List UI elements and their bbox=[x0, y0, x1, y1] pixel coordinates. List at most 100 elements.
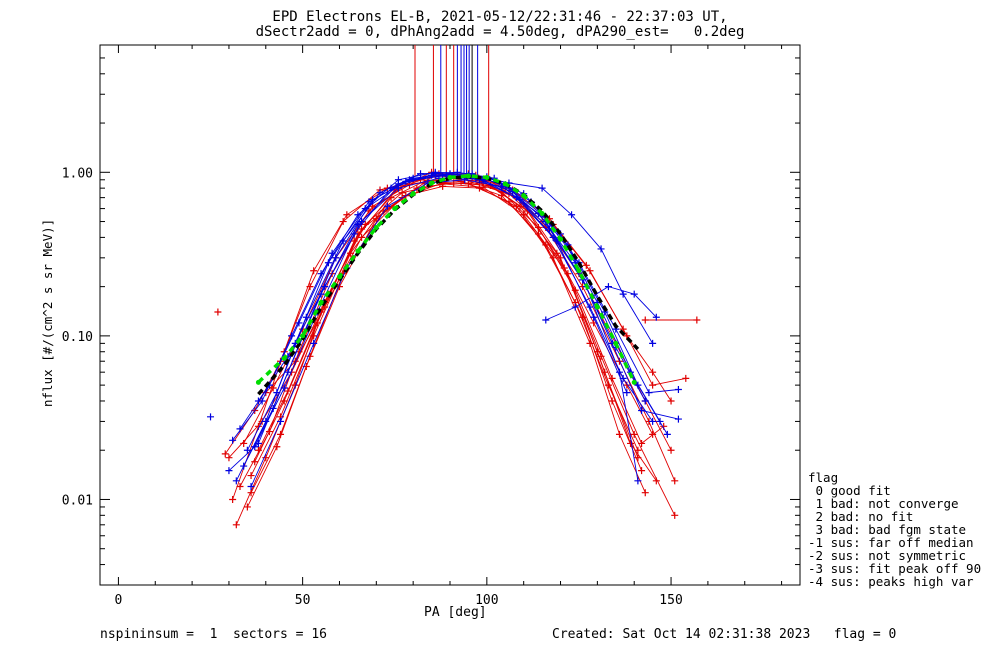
green-fit-point bbox=[281, 355, 287, 361]
red-series-point bbox=[214, 308, 222, 316]
red-series-point bbox=[630, 430, 638, 438]
red-series-point bbox=[269, 384, 277, 392]
red-series-point bbox=[361, 220, 369, 228]
red-series-point bbox=[641, 489, 649, 497]
red-series-point bbox=[693, 316, 701, 324]
blue-series-point bbox=[431, 170, 439, 178]
green-fit-point bbox=[539, 210, 545, 216]
blue-series-point bbox=[634, 381, 642, 389]
blue-series-point bbox=[387, 184, 395, 192]
blue-series-point bbox=[590, 313, 598, 321]
blue-series-point bbox=[619, 290, 627, 298]
legend-item-1: 1 bad: not converge bbox=[808, 496, 959, 511]
blue-series-point bbox=[417, 170, 425, 178]
red-series-point bbox=[306, 283, 314, 291]
blue-series-point bbox=[615, 368, 623, 376]
red-series-point bbox=[534, 223, 542, 231]
green-fit-point bbox=[373, 224, 379, 230]
blue-series-line bbox=[232, 171, 646, 441]
x-axis-label: PA [deg] bbox=[424, 605, 487, 620]
red-series-point bbox=[667, 446, 675, 454]
green-fit-point bbox=[594, 304, 600, 310]
red-series-point bbox=[627, 439, 635, 447]
blue-series-point bbox=[645, 389, 653, 397]
green-fit-point bbox=[410, 191, 416, 197]
red-series-point bbox=[571, 286, 579, 294]
red-series-point bbox=[247, 489, 255, 497]
blue-series-point bbox=[207, 413, 215, 421]
red-series-line bbox=[232, 180, 643, 500]
blue-series-point bbox=[295, 319, 303, 327]
blue-series-point bbox=[630, 290, 638, 298]
green-fit-point bbox=[484, 174, 490, 180]
red-series-point bbox=[641, 316, 649, 324]
green-fit-point bbox=[631, 379, 637, 385]
y-tick-label: 1.00 bbox=[62, 166, 93, 181]
blue-series-point bbox=[663, 430, 671, 438]
blue-series-point bbox=[328, 249, 336, 257]
green-fit-point bbox=[558, 236, 564, 242]
blue-series-point bbox=[247, 483, 255, 491]
legend-item-2: 2 bad: no fit bbox=[808, 509, 914, 524]
blue-series-point bbox=[229, 436, 237, 444]
green-fit-point bbox=[521, 193, 527, 199]
green-fit-point bbox=[576, 268, 582, 274]
blue-series-point bbox=[225, 467, 233, 475]
blue-series-point bbox=[542, 316, 550, 324]
red-series-point bbox=[516, 202, 524, 210]
red-series-point bbox=[232, 521, 240, 529]
red-series-point bbox=[284, 387, 292, 395]
red-series-point bbox=[608, 397, 616, 405]
red-series-point bbox=[243, 503, 251, 511]
blue-series-point bbox=[623, 389, 631, 397]
legend-item-6: -3 sus: fit peak off 90 bbox=[808, 561, 982, 576]
red-series-point bbox=[254, 446, 262, 454]
red-series-point bbox=[520, 211, 528, 219]
red-series-point bbox=[582, 261, 590, 269]
green-fit-point bbox=[502, 181, 508, 187]
green-fit-point bbox=[336, 274, 342, 280]
blue-series-point bbox=[652, 313, 660, 321]
green-fit-point bbox=[318, 299, 324, 305]
legend-item-4: -1 sus: far off median bbox=[808, 535, 974, 550]
blue-series-point bbox=[394, 184, 402, 192]
red-series-point bbox=[229, 495, 237, 503]
red-series-point bbox=[586, 339, 594, 347]
blue-series-point bbox=[365, 198, 373, 206]
blue-series-line bbox=[228, 177, 639, 481]
y-axis-label: nflux [#/(cm^2 s sr MeV)] bbox=[40, 218, 55, 407]
red-series-point bbox=[380, 207, 388, 215]
red-series-point bbox=[221, 450, 229, 458]
red-series-point bbox=[310, 267, 318, 275]
red-series-point bbox=[649, 381, 657, 389]
blue-series-point bbox=[354, 220, 362, 228]
red-series-point bbox=[586, 267, 594, 275]
red-series-point bbox=[615, 430, 623, 438]
blue-series-point bbox=[236, 425, 244, 433]
red-series-point bbox=[671, 511, 679, 519]
legend-item-5: -2 sus: not symmetric bbox=[808, 548, 967, 563]
green-fit-point bbox=[465, 173, 471, 179]
red-series-point bbox=[671, 477, 679, 485]
red-series-point bbox=[225, 454, 233, 462]
blue-series-point bbox=[597, 245, 605, 253]
green-fit-point bbox=[613, 340, 619, 346]
blue-series-point bbox=[649, 417, 657, 425]
blue-series-point bbox=[254, 397, 262, 405]
red-series-point bbox=[638, 439, 646, 447]
y-tick-label: 0.01 bbox=[62, 493, 93, 508]
red-series-point bbox=[667, 397, 675, 405]
blue-series-point bbox=[376, 189, 384, 197]
red-series-line bbox=[228, 183, 639, 459]
blue-series-line bbox=[258, 173, 653, 402]
blue-series-point bbox=[568, 211, 576, 219]
blue-series-point bbox=[280, 384, 288, 392]
green-fit-point bbox=[392, 206, 398, 212]
red-series-point bbox=[623, 381, 631, 389]
chart-title-line1: EPD Electrons EL-B, 2021-05-12/22:31:46 … bbox=[272, 9, 728, 25]
legend-item-7: -4 sus: peaks high var bbox=[808, 574, 974, 589]
blue-series-point bbox=[277, 417, 285, 425]
red-series-point bbox=[553, 249, 561, 257]
plot-frame bbox=[99, 44, 801, 586]
